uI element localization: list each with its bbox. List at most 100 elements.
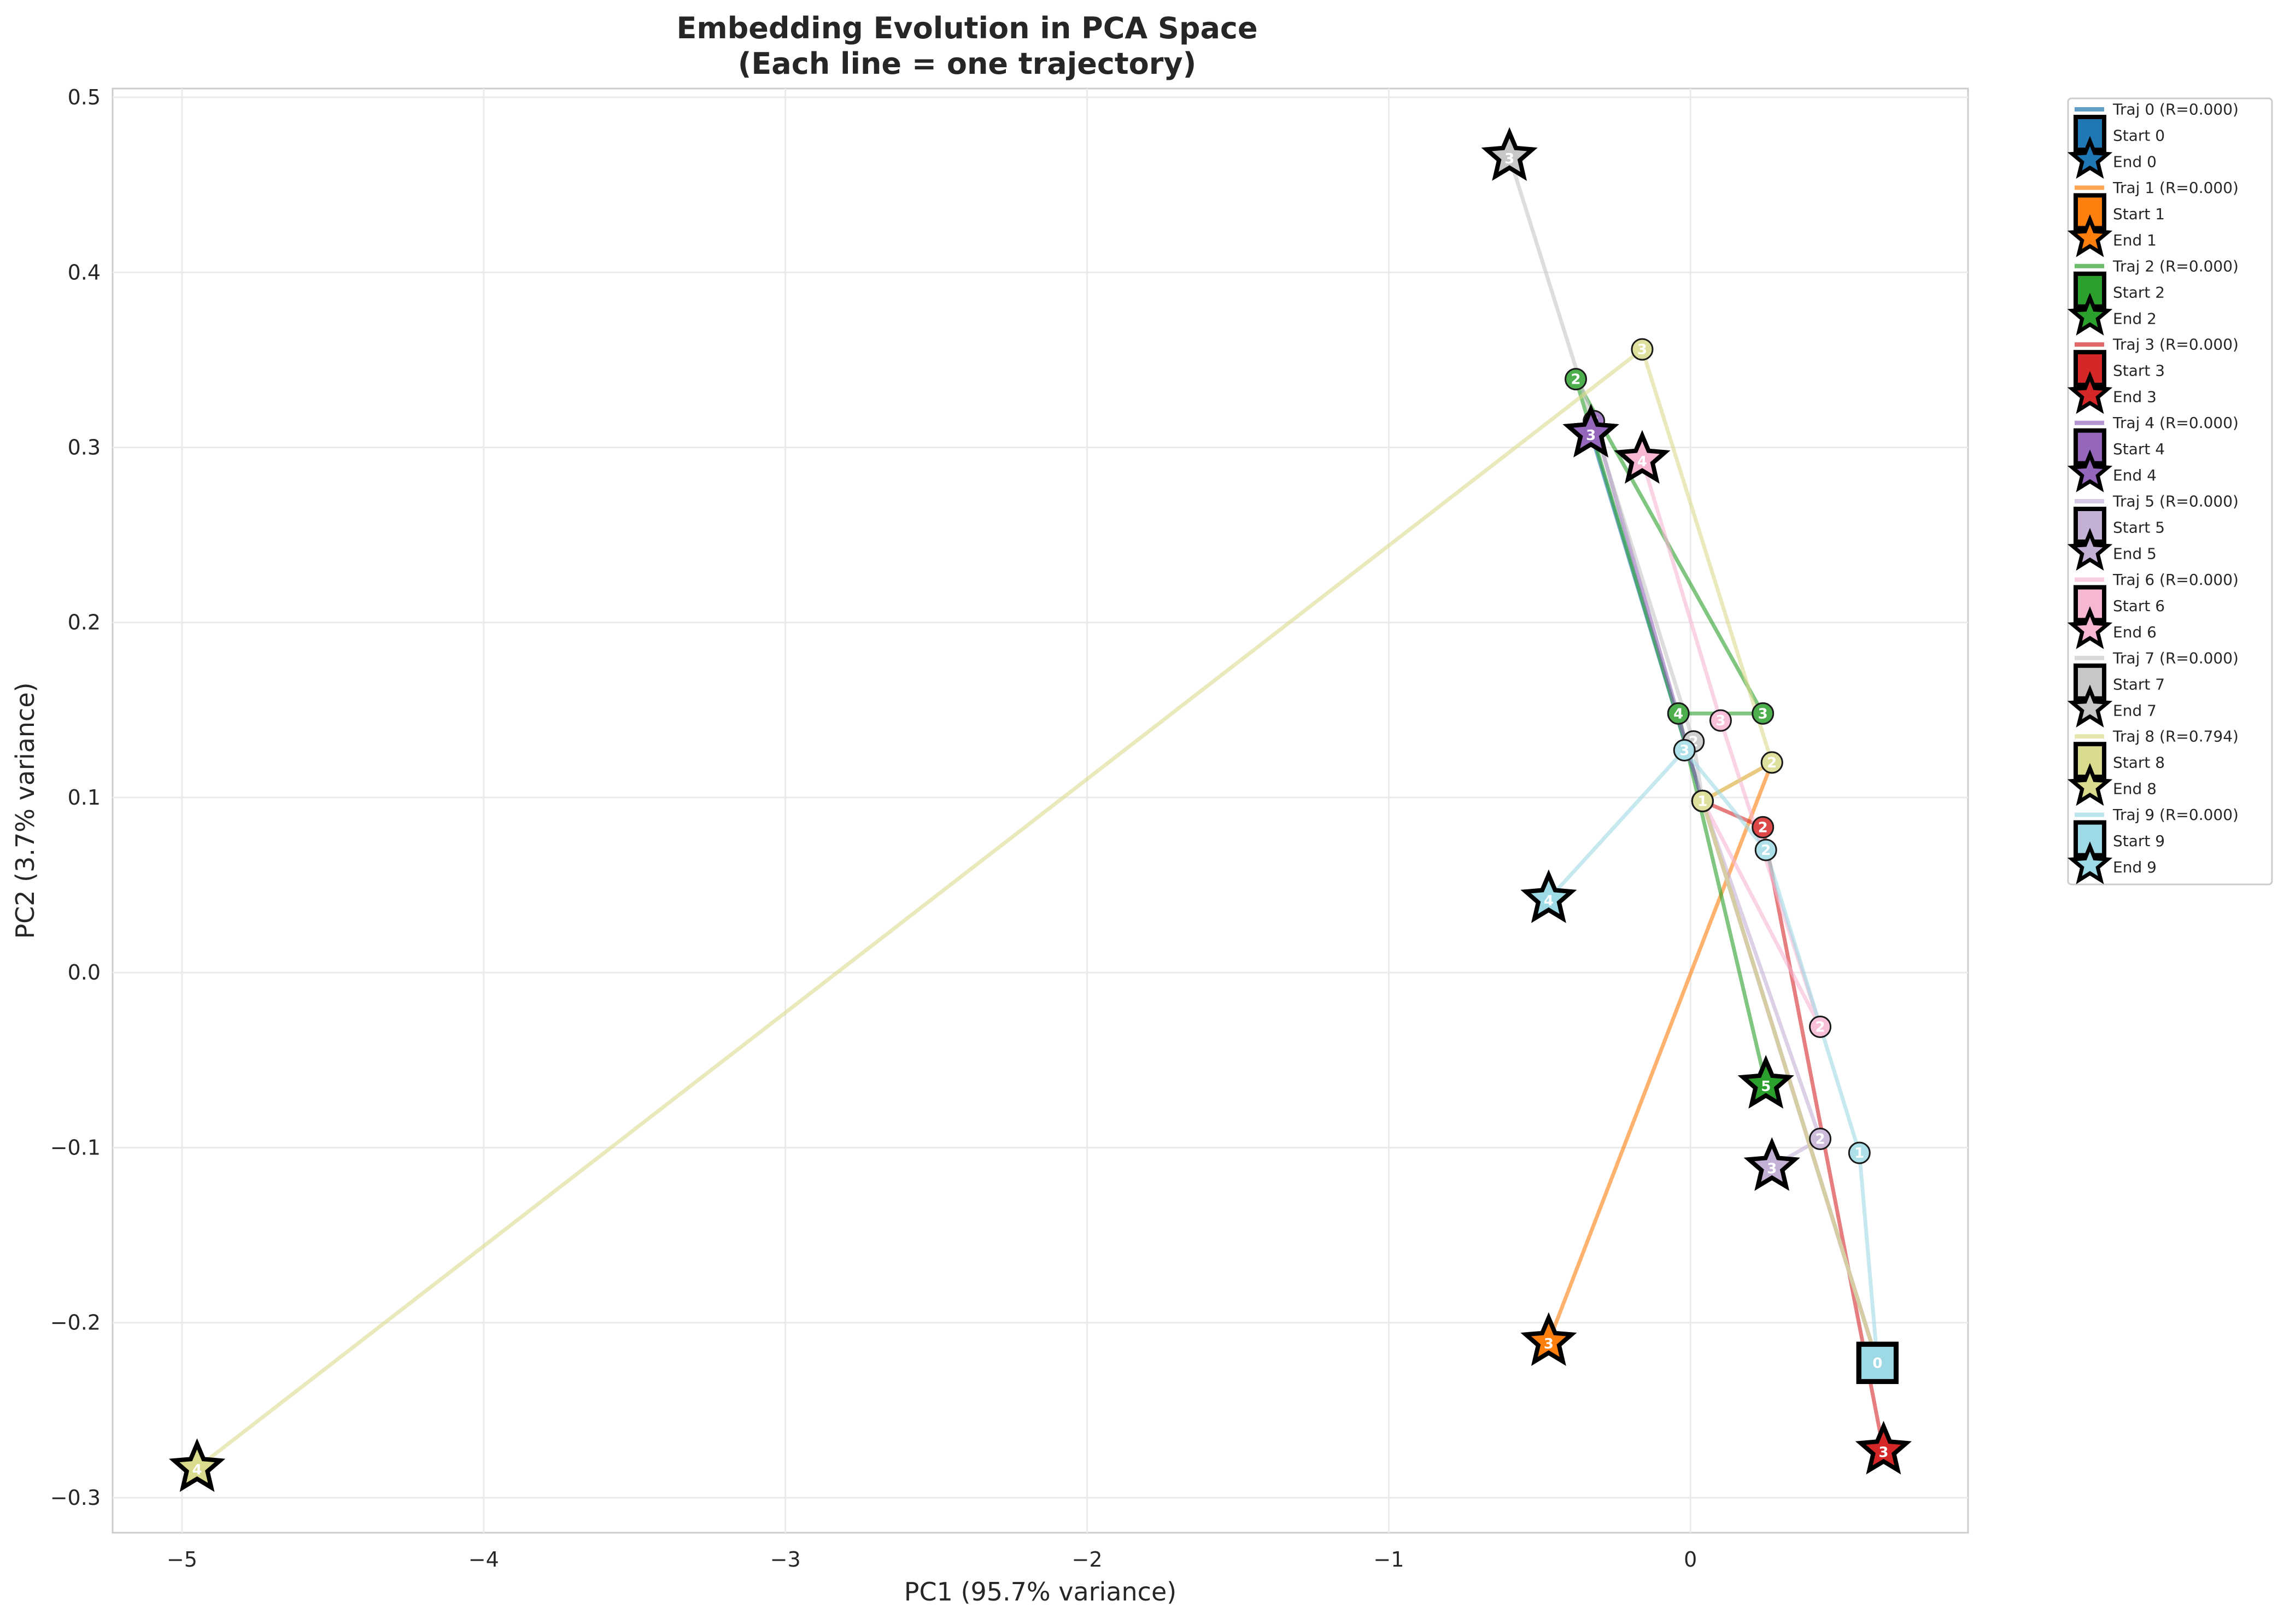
end-step-label: 3 [1544,1336,1554,1352]
legend-traj-label: Traj 6 (R=0.000) [2112,571,2239,589]
step-label: 2 [1761,842,1771,859]
chart-title: Embedding Evolution in PCA Space [676,11,1257,45]
end-step-label: 3 [1767,1161,1777,1177]
x-axis-label: PC1 (95.7% variance) [904,1577,1176,1607]
step-label: 2 [1571,372,1581,388]
trajectory-point [1673,739,1696,762]
y-tick-label: 0.5 [68,85,101,109]
legend-end-label: End 4 [2113,466,2157,484]
y-tick-label: −0.2 [50,1311,101,1335]
legend-start-label: Start 6 [2113,597,2165,615]
legend-end-label: End 6 [2113,623,2157,641]
trajectory-point [1667,702,1690,725]
x-tick-label: −4 [468,1547,499,1572]
end-marker [1562,403,1619,458]
trajectory-point [1631,338,1654,361]
step-label: 3 [1715,713,1725,729]
step-label: 3 [1637,342,1647,358]
legend-start-label: Start 2 [2113,283,2165,301]
legend-start-label: Start 0 [2113,127,2165,145]
legend-traj-label: Traj 4 (R=0.000) [2112,414,2239,432]
y-tick-label: 0.0 [68,960,101,984]
end-step-label: 3 [1586,427,1596,444]
end-marker [1520,1312,1577,1366]
x-tick-label: −5 [167,1547,197,1572]
y-tick-label: 0.1 [68,785,101,810]
legend-end-label: End 3 [2113,388,2157,406]
step-label: 2 [1816,1131,1825,1147]
legend-end-label: End 5 [2113,545,2157,563]
trajectory-point [1709,709,1732,732]
step-label: 2 [1767,755,1777,771]
legend-end-label: End 7 [2113,701,2157,719]
step-label: 1 [1697,793,1707,810]
y-tick-label: −0.3 [50,1486,101,1510]
x-tick-label: 0 [1684,1547,1697,1572]
chart-subtitle: (Each line = one trajectory) [738,46,1197,81]
trajectory-point [1848,1141,1871,1164]
end-marker [1743,1137,1800,1191]
x-tick-label: −2 [1072,1547,1103,1572]
end-marker [1855,1421,1912,1475]
y-axis-label: PC2 (3.7% variance) [10,682,40,939]
legend-traj-label: Traj 8 (R=0.794) [2112,728,2239,746]
trajectory-point [1754,839,1777,861]
legend-start-label: Start 9 [2113,832,2165,850]
legend-traj-label: Traj 9 (R=0.000) [2112,806,2239,824]
trajectory-point [1760,751,1783,774]
legend-end-label: End 2 [2113,309,2157,327]
end-marker [168,1438,226,1492]
legend-start-label: Start 1 [2113,205,2165,223]
y-tick-label: 0.3 [68,435,101,459]
legend-end-swatch [2067,214,2113,257]
end-marker [1481,127,1538,181]
markers: 1121234121212123121231230000000000235333… [168,127,1912,1492]
legend-start-label: Start 8 [2113,754,2165,772]
legend-end-label: End 8 [2113,780,2157,798]
legend-end-swatch [2067,136,2113,179]
legend-end-label: End 0 [2113,153,2157,171]
legend-start-label: Start 7 [2113,675,2165,693]
trajectory-point [1809,1015,1832,1038]
legend-traj-label: Traj 0 (R=0.000) [2112,101,2239,119]
x-tick-label: −1 [1373,1547,1404,1572]
legend-start-label: Start 5 [2113,519,2165,537]
trajectory-point [1809,1127,1832,1150]
step-label: 2 [1758,819,1768,836]
legend-traj-label: Traj 7 (R=0.000) [2112,649,2239,667]
step-label: 1 [1854,1145,1864,1162]
step-label: 3 [1758,706,1768,722]
y-tick-label: 0.4 [68,260,101,284]
legend-end-swatch [2067,292,2113,336]
end-step-label: 4 [192,1462,202,1479]
y-tick-label: 0.2 [68,611,101,635]
legend-start-label: Start 4 [2113,440,2165,458]
legend-traj-label: Traj 3 (R=0.000) [2112,336,2239,354]
step-label: 2 [1816,1019,1825,1035]
trajectory-point [1752,702,1775,725]
legend-end-label: End 9 [2113,858,2157,876]
trajectory-point [1565,368,1588,391]
legend-end-swatch [2067,449,2113,493]
x-tick-label: −3 [770,1547,801,1572]
legend-end-swatch [2067,684,2113,728]
legend-end-label: End 1 [2113,231,2157,249]
end-step-label: 4 [1544,893,1554,910]
legend-end-swatch [2067,763,2113,806]
legend-traj-label: Traj 1 (R=0.000) [2112,179,2239,197]
legend-end-swatch [2067,527,2113,571]
legend-traj-label: Traj 2 (R=0.000) [2112,257,2239,275]
trajectory-point [1691,789,1714,812]
legend: Traj 0 (R=0.000) Start 0 End 0 Traj 1 (R=0.… [2067,97,2273,886]
legend-start-label: Start 3 [2113,362,2165,380]
legend-end-swatch [2067,841,2113,884]
end-marker [1520,869,1577,923]
legend-traj-label: Traj 5 (R=0.000) [2112,493,2239,511]
start-step-label: 0 [1872,1355,1882,1371]
end-step-label: 5 [1761,1078,1771,1095]
end-step-label: 3 [1504,151,1514,167]
grid [113,89,1968,1533]
trajectory-point [1752,816,1775,839]
legend-end-swatch [2067,606,2113,649]
